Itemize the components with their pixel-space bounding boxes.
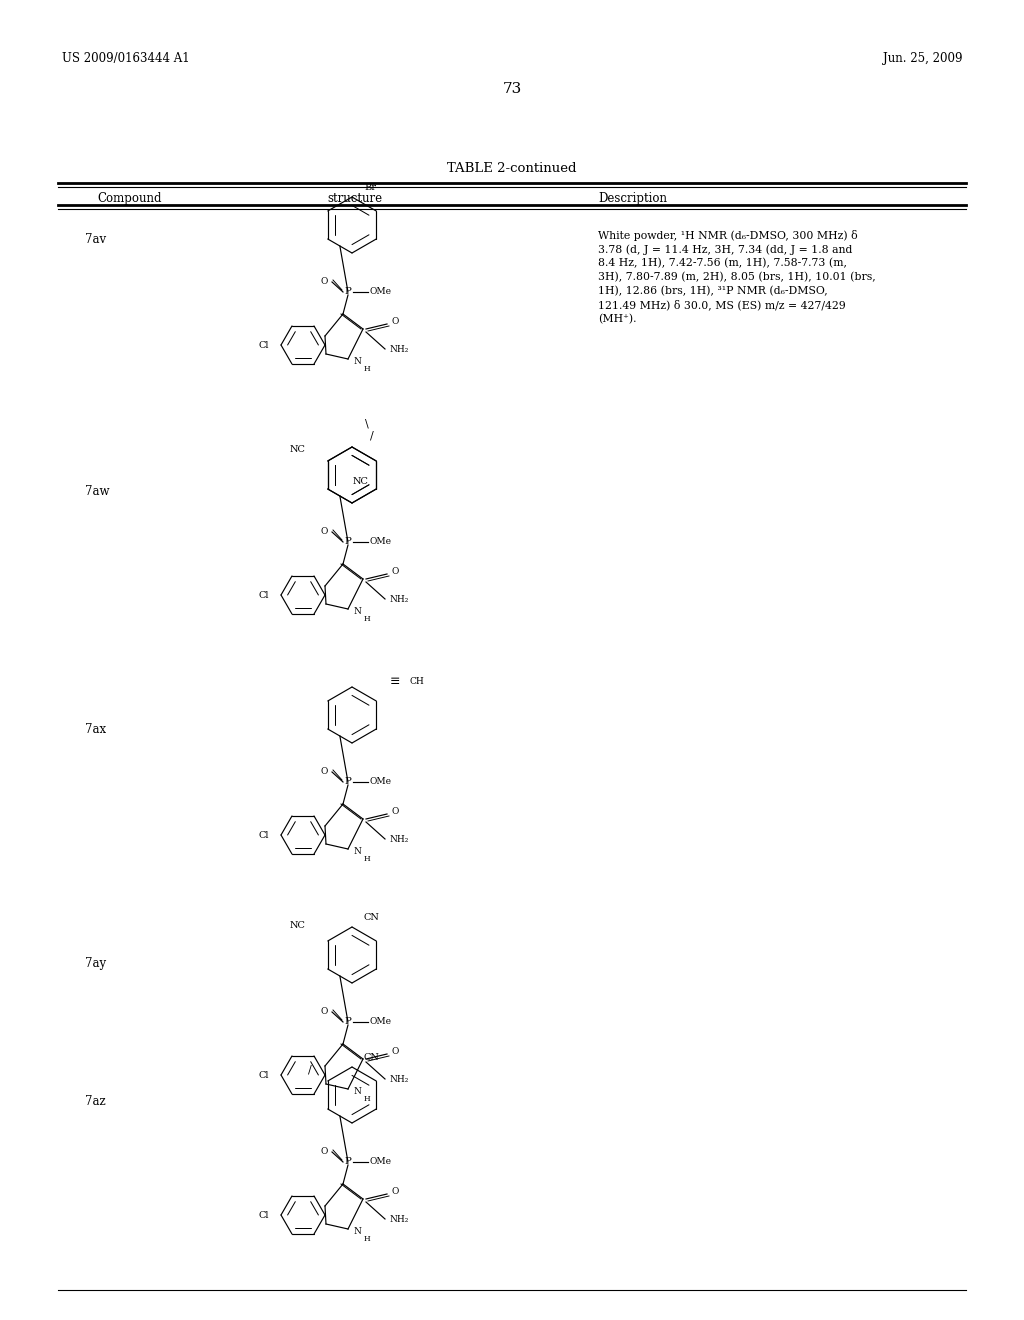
Text: ≡: ≡ (390, 676, 400, 689)
Text: 7av: 7av (85, 234, 106, 246)
Text: 7az: 7az (85, 1096, 105, 1107)
Text: OMe: OMe (370, 288, 392, 297)
Text: /: / (370, 430, 374, 440)
Text: \: \ (366, 418, 369, 428)
Text: White powder, ¹H NMR (d₆-DMSO, 300 MHz) δ
3.78 (d, J = 11.4 Hz, 3H, 7.34 (dd, J : White powder, ¹H NMR (d₆-DMSO, 300 MHz) … (598, 230, 876, 323)
Text: NH₂: NH₂ (389, 1214, 409, 1224)
Text: O: O (391, 318, 398, 326)
Text: NC: NC (289, 446, 305, 454)
Text: H: H (364, 615, 371, 623)
Text: N: N (354, 846, 361, 855)
Text: Cl: Cl (258, 590, 269, 599)
Text: H: H (364, 366, 371, 374)
Text: OMe: OMe (370, 777, 392, 787)
Text: Cl: Cl (258, 341, 269, 350)
Text: CN: CN (364, 912, 380, 921)
Text: NH₂: NH₂ (389, 345, 409, 354)
Text: N: N (354, 356, 361, 366)
Text: O: O (391, 808, 398, 817)
Text: Cl: Cl (258, 1071, 269, 1080)
Text: H: H (364, 855, 371, 863)
Text: TABLE 2-continued: TABLE 2-continued (447, 162, 577, 176)
Text: Cl: Cl (258, 1210, 269, 1220)
Text: O: O (321, 1007, 328, 1016)
Text: Description: Description (598, 191, 667, 205)
Text: 7ax: 7ax (85, 723, 106, 737)
Text: 7aw: 7aw (85, 484, 110, 498)
Text: Cl: Cl (258, 830, 269, 840)
Text: O: O (321, 528, 328, 536)
Text: Br: Br (364, 182, 376, 191)
Text: 7ay: 7ay (85, 957, 106, 970)
Text: Jun. 25, 2009: Jun. 25, 2009 (883, 51, 962, 65)
Text: CN: CN (364, 1052, 380, 1061)
Text: H: H (364, 1236, 371, 1243)
Text: N: N (354, 1226, 361, 1236)
Text: NH₂: NH₂ (389, 1074, 409, 1084)
Text: P: P (344, 288, 351, 297)
Text: 73: 73 (503, 82, 521, 96)
Text: N: N (354, 1086, 361, 1096)
Text: structure: structure (328, 191, 383, 205)
Text: H: H (364, 1096, 371, 1104)
Text: P: P (344, 777, 351, 787)
Text: NC: NC (352, 477, 369, 486)
Text: OMe: OMe (370, 1018, 392, 1027)
Text: P: P (344, 1018, 351, 1027)
Text: N: N (354, 606, 361, 615)
Text: US 2009/0163444 A1: US 2009/0163444 A1 (62, 51, 189, 65)
Text: CH: CH (410, 677, 425, 686)
Text: O: O (391, 1188, 398, 1196)
Text: O: O (321, 277, 328, 286)
Text: NH₂: NH₂ (389, 594, 409, 603)
Text: O: O (391, 568, 398, 577)
Text: P: P (344, 537, 351, 546)
Text: /: / (308, 1065, 312, 1074)
Text: Compound: Compound (97, 191, 162, 205)
Text: NH₂: NH₂ (389, 834, 409, 843)
Text: O: O (321, 1147, 328, 1156)
Text: P: P (344, 1158, 351, 1167)
Text: NC: NC (289, 920, 305, 929)
Text: O: O (321, 767, 328, 776)
Text: O: O (391, 1048, 398, 1056)
Text: OMe: OMe (370, 1158, 392, 1167)
Text: OMe: OMe (370, 537, 392, 546)
